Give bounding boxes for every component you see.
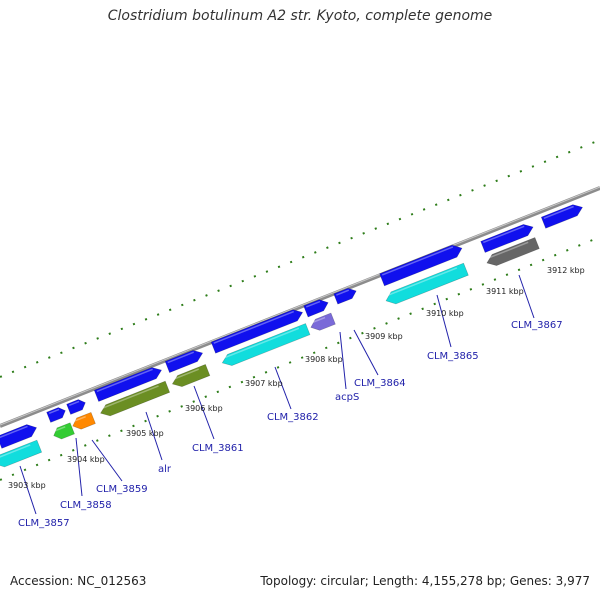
cds-forward-7[interactable] xyxy=(303,297,331,318)
cds-reverse-6[interactable] xyxy=(220,323,311,368)
label-connector-line xyxy=(145,411,163,461)
cds-reverse-8[interactable] xyxy=(384,262,469,307)
map-title: Clostridium botulinum A2 str. Kyoto, com… xyxy=(107,8,493,24)
cds-forward-1[interactable] xyxy=(0,422,39,449)
cds-forward-6[interactable] xyxy=(210,307,305,354)
gene-features xyxy=(0,202,584,470)
gene-label[interactable]: acpS xyxy=(335,392,359,403)
cds-reverse-4[interactable] xyxy=(98,380,171,419)
kbp-label: 3909 kbp xyxy=(365,332,403,341)
kbp-label: 3908 kbp xyxy=(305,355,343,364)
label-connector-line xyxy=(91,439,123,482)
kbp-label: 3905 kbp xyxy=(126,429,164,438)
label-connector-line xyxy=(193,385,215,440)
cds-reverse-1[interactable] xyxy=(0,439,43,470)
gene-label[interactable]: CLM_3865 xyxy=(427,351,479,362)
kbp-label: 3910 kbp xyxy=(426,309,464,318)
gene-label[interactable]: CLM_3859 xyxy=(96,484,148,495)
gene-label[interactable]: CLM_3857 xyxy=(18,518,70,529)
cds-reverse-2[interactable] xyxy=(51,422,75,442)
cds-reverse-5[interactable] xyxy=(170,364,211,389)
cds-forward-11[interactable] xyxy=(540,202,584,229)
gene-label[interactable]: CLM_3867 xyxy=(511,320,563,331)
genome-summary-text: Topology: circular; Length: 4,155,278 bp… xyxy=(260,574,590,588)
cds-reverse-9[interactable] xyxy=(485,237,540,268)
accession-text: Accession: NC_012563 xyxy=(10,574,147,588)
inner-tick-ring xyxy=(0,236,600,481)
label-connector-line xyxy=(353,329,379,376)
kbp-label: 3907 kbp xyxy=(245,379,283,388)
cds-forward-10[interactable] xyxy=(480,221,536,253)
gene-label[interactable]: CLM_3858 xyxy=(60,500,112,511)
label-connector-line xyxy=(274,366,292,410)
kbp-label: 3906 kbp xyxy=(185,404,223,413)
label-connector-line xyxy=(339,331,347,390)
cds-forward-8[interactable] xyxy=(333,286,359,305)
kbp-label: 3911 kbp xyxy=(486,287,524,296)
label-connector-line xyxy=(518,274,535,319)
cds-forward-4[interactable] xyxy=(93,365,164,402)
gene-labels: CLM_3857 CLM_3858 CLM_3859 alr CLM_3861 CLM_3… xyxy=(18,320,563,529)
kbp-label: 3912 kbp xyxy=(547,266,585,275)
cds-forward-2[interactable] xyxy=(46,406,68,423)
label-connector-line xyxy=(19,465,37,515)
cds-forward-9[interactable] xyxy=(379,242,465,287)
label-connectors xyxy=(19,274,535,515)
kbp-label: 3903 kbp xyxy=(8,481,46,490)
gene-label[interactable]: CLM_3861 xyxy=(192,443,244,454)
gene-label[interactable]: alr xyxy=(158,464,172,475)
label-connector-line xyxy=(436,294,452,348)
kbp-label: 3904 kbp xyxy=(67,455,105,464)
gene-label[interactable]: CLM_3862 xyxy=(267,412,319,423)
cds-forward-3[interactable] xyxy=(66,398,88,415)
backbone-highlight xyxy=(0,186,600,426)
genome-backbone xyxy=(0,186,600,428)
kbp-labels: 3903 kbp 3904 kbp 3905 kbp 3906 kbp 3907 kbp… xyxy=(8,266,585,490)
cds-reverse-3[interactable] xyxy=(71,411,96,431)
cds-reverse-7[interactable] xyxy=(309,312,336,333)
label-connector-line xyxy=(75,437,83,497)
cds-forward-5[interactable] xyxy=(164,347,205,373)
gene-label[interactable]: CLM_3864 xyxy=(354,378,406,389)
